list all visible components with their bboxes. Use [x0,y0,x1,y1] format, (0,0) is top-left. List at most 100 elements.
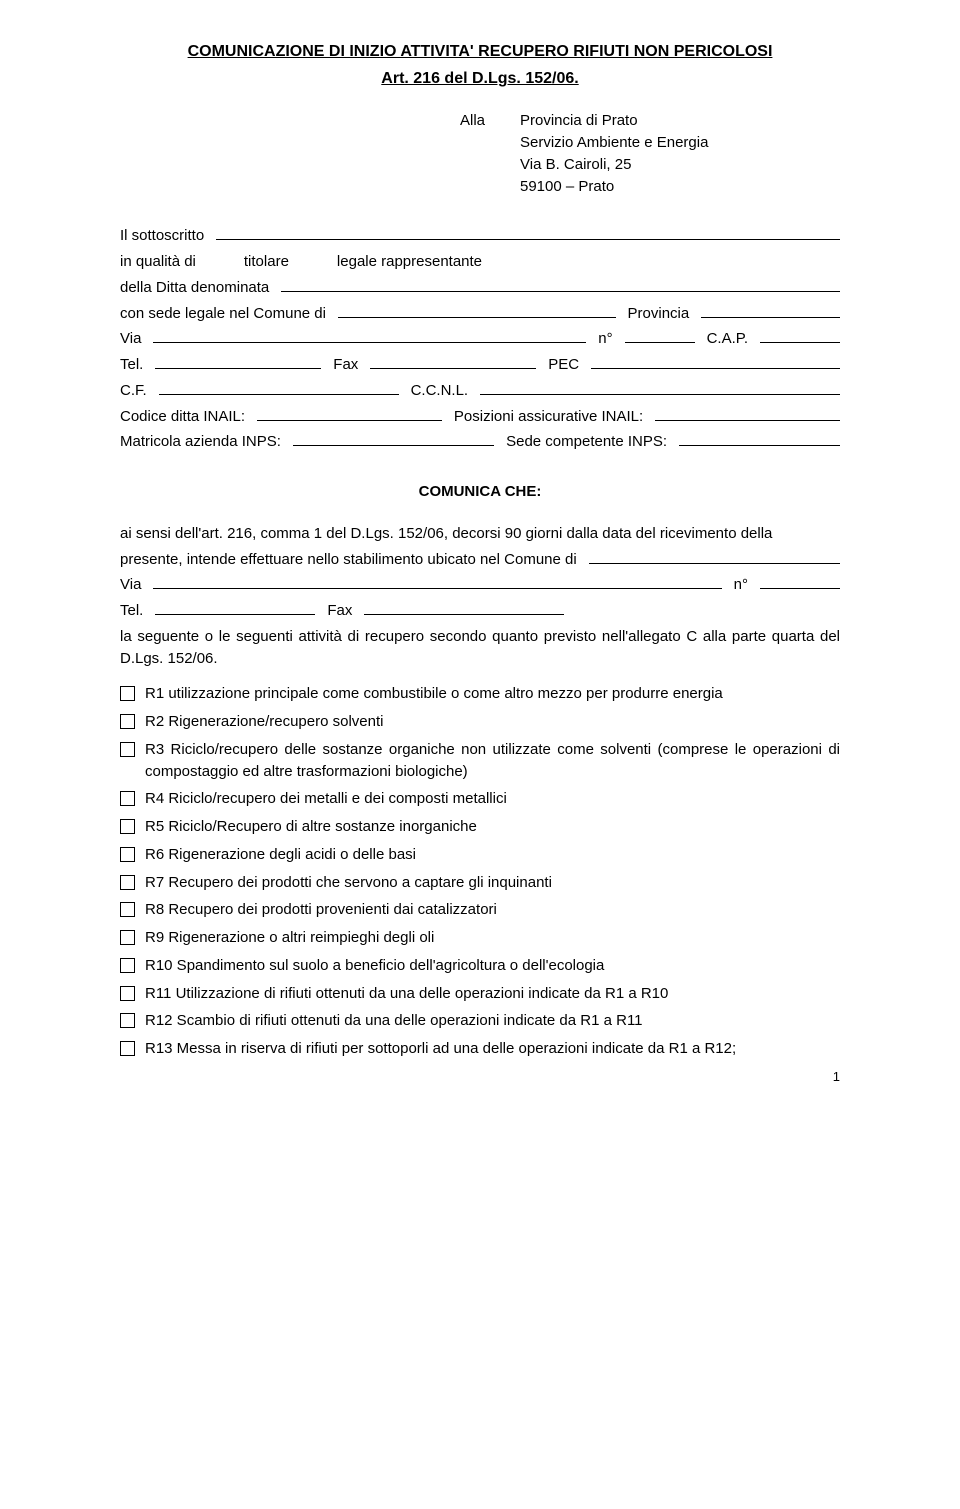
addr-alla: Alla [460,110,520,132]
checkbox-item-r9: R9 Rigenerazione o altri reimpieghi degl… [120,927,840,949]
para-2: la seguente o le seguenti attività di re… [120,626,840,670]
checkbox-box[interactable] [120,742,135,757]
line-ditta: della Ditta denominata [120,277,840,299]
label-sottoscritto: Il sottoscritto [120,225,204,247]
blank-via[interactable] [153,342,586,343]
checkbox-text: R12 Scambio di rifiuti ottenuti da una d… [145,1010,840,1032]
addr-line4: 59100 – Prato [520,176,614,198]
blank-cf[interactable] [159,394,399,395]
blank-cap[interactable] [760,342,840,343]
address-block: Alla Provincia di Prato Servizio Ambient… [460,110,840,197]
blank-ditta[interactable] [281,291,840,292]
blank-via2[interactable] [153,588,721,589]
blank-n[interactable] [625,342,695,343]
checkbox-item-r12: R12 Scambio di rifiuti ottenuti da una d… [120,1010,840,1032]
label-cap: C.A.P. [707,328,748,350]
checkbox-box[interactable] [120,1013,135,1028]
checkbox-text: R1 utilizzazione principale come combust… [145,683,840,705]
checkbox-box[interactable] [120,902,135,917]
checkbox-box[interactable] [120,791,135,806]
line-inail: Codice ditta INAIL: Posizioni assicurati… [120,406,840,428]
checkbox-text: R3 Riciclo/recupero delle sostanze organ… [145,739,840,783]
checkbox-text: R8 Recupero dei prodotti provenienti dai… [145,899,840,921]
blank-ccnl[interactable] [480,394,840,395]
para-1b: presente, intende effettuare nello stabi… [120,549,577,571]
checkbox-text: R6 Rigenerazione degli acidi o delle bas… [145,844,840,866]
label-cf: C.F. [120,380,147,402]
label-sede-inps: Sede competente INPS: [506,431,667,453]
checkbox-list: R1 utilizzazione principale come combust… [120,683,840,1060]
blank-tel[interactable] [155,368,321,369]
blank-n2[interactable] [760,588,840,589]
label-fax2: Fax [327,600,352,622]
label-ccnl: C.C.N.L. [411,380,469,402]
checkbox-box[interactable] [120,714,135,729]
checkbox-item-r8: R8 Recupero dei prodotti provenienti dai… [120,899,840,921]
page-container: COMUNICAZIONE DI INIZIO ATTIVITA' RECUPE… [70,0,890,1107]
blank-comune2[interactable] [589,563,840,564]
label-n2: n° [734,574,748,596]
blank-matricola-inps[interactable] [293,445,494,446]
checkbox-text: R5 Riciclo/Recupero di altre sostanze in… [145,816,840,838]
page-number: 1 [120,1068,840,1087]
checkbox-item-r6: R6 Rigenerazione degli acidi o delle bas… [120,844,840,866]
addr-line1: Provincia di Prato [520,110,638,132]
label-n: n° [598,328,612,350]
section-comunica: COMUNICA CHE: [120,481,840,503]
blank-pec[interactable] [591,368,840,369]
blank-tel2[interactable] [155,614,315,615]
label-posizioni-inail: Posizioni assicurative INAIL: [454,406,643,428]
label-ditta: della Ditta denominata [120,277,269,299]
checkbox-box[interactable] [120,875,135,890]
checkbox-item-r4: R4 Riciclo/recupero dei metalli e dei co… [120,788,840,810]
checkbox-item-r5: R5 Riciclo/Recupero di altre sostanze in… [120,816,840,838]
label-codice-inail: Codice ditta INAIL: [120,406,245,428]
label-via: Via [120,328,141,350]
checkbox-item-r11: R11 Utilizzazione di rifiuti ottenuti da… [120,983,840,1005]
checkbox-box[interactable] [120,958,135,973]
checkbox-box[interactable] [120,1041,135,1056]
blank-fax[interactable] [370,368,536,369]
line-sede: con sede legale nel Comune di Provincia [120,303,840,325]
checkbox-box[interactable] [120,986,135,1001]
blank-codice-inail[interactable] [257,420,442,421]
blank-sede-inps[interactable] [679,445,840,446]
line-telfax2: Tel. Fax [120,600,840,622]
line-qualita: in qualità di titolare legale rappresent… [120,251,840,273]
blank-provincia[interactable] [701,317,840,318]
line-cf: C.F. C.C.N.L. [120,380,840,402]
checkbox-text: R10 Spandimento sul suolo a beneficio de… [145,955,840,977]
checkbox-box[interactable] [120,819,135,834]
line-sottoscritto: Il sottoscritto [120,225,840,247]
checkbox-item-r2: R2 Rigenerazione/recupero solventi [120,711,840,733]
checkbox-box[interactable] [120,930,135,945]
checkbox-box[interactable] [120,847,135,862]
blank-sottoscritto[interactable] [216,239,840,240]
label-qualita: in qualità di [120,251,196,273]
label-tel: Tel. [120,354,143,376]
blank-fax2[interactable] [364,614,564,615]
label-legale-rappr: legale rappresentante [337,251,482,273]
addr-line3: Via B. Cairoli, 25 [520,154,631,176]
checkbox-text: R2 Rigenerazione/recupero solventi [145,711,840,733]
checkbox-text: R11 Utilizzazione di rifiuti ottenuti da… [145,983,840,1005]
checkbox-text: R7 Recupero dei prodotti che servono a c… [145,872,840,894]
doc-title: COMUNICAZIONE DI INIZIO ATTIVITA' RECUPE… [120,40,840,63]
checkbox-item-r3: R3 Riciclo/recupero delle sostanze organ… [120,739,840,783]
blank-comune[interactable] [338,317,616,318]
checkbox-text: R9 Rigenerazione o altri reimpieghi degl… [145,927,840,949]
blank-posizioni-inail[interactable] [655,420,840,421]
line-inps: Matricola azienda INPS: Sede competente … [120,431,840,453]
label-matricola-inps: Matricola azienda INPS: [120,431,281,453]
line-via: Via n° C.A.P. [120,328,840,350]
line-via2: Via n° [120,574,840,596]
label-pec: PEC [548,354,579,376]
para-1b-line: presente, intende effettuare nello stabi… [120,549,840,571]
line-tel: Tel. Fax PEC [120,354,840,376]
label-fax: Fax [333,354,358,376]
label-provincia: Provincia [628,303,690,325]
checkbox-box[interactable] [120,686,135,701]
label-tel2: Tel. [120,600,143,622]
checkbox-item-r7: R7 Recupero dei prodotti che servono a c… [120,872,840,894]
checkbox-text: R13 Messa in riserva di rifiuti per sott… [145,1038,840,1060]
